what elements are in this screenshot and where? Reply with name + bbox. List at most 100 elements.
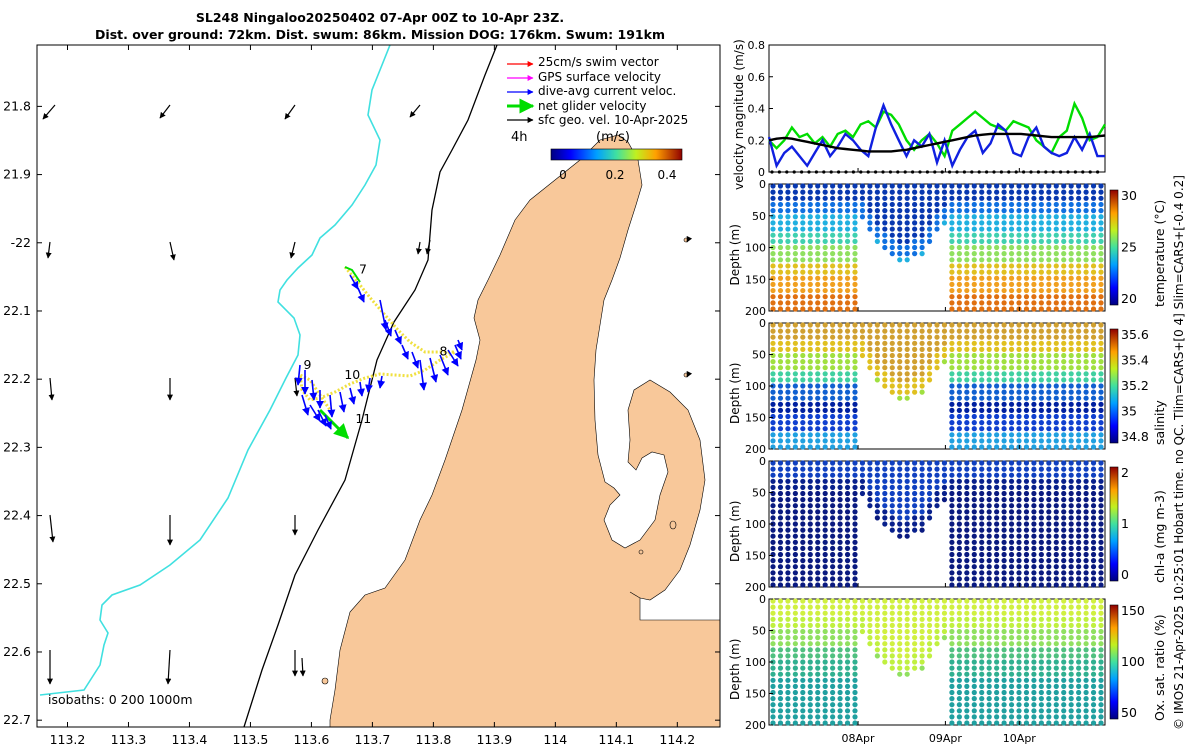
section-sample	[1038, 281, 1044, 287]
section-sample	[994, 564, 1000, 570]
section-sample	[994, 490, 1000, 497]
section-sample	[971, 413, 977, 420]
section-sample	[852, 352, 858, 359]
section-sample	[1016, 244, 1022, 251]
section-sample	[822, 244, 828, 251]
section-sample	[822, 466, 828, 472]
section-sample	[770, 484, 776, 490]
section-sample	[1098, 460, 1104, 466]
section-sample	[1090, 570, 1097, 576]
section-sample	[1001, 616, 1007, 622]
section-sample	[830, 641, 836, 647]
section-sample	[994, 570, 1000, 576]
section-sample	[1083, 622, 1089, 629]
section-sample	[1098, 352, 1104, 359]
section-sample	[785, 232, 791, 238]
section-sample	[852, 444, 858, 450]
section-sample	[919, 189, 925, 195]
section-sample	[971, 300, 977, 306]
section-sample	[1083, 306, 1089, 312]
section-sample	[1038, 665, 1044, 671]
section-sample	[1001, 287, 1007, 294]
section-sample	[777, 306, 784, 312]
section-sample	[986, 570, 992, 576]
section-sample	[1053, 659, 1059, 665]
section-sample	[956, 533, 962, 539]
section-sample	[1098, 628, 1104, 635]
section-sample	[1053, 365, 1059, 371]
section-sample	[949, 539, 955, 545]
section-sample	[1046, 420, 1052, 426]
section-sample	[949, 616, 955, 622]
section-sample	[815, 300, 821, 306]
map-x-tick-label: 114.1	[598, 732, 634, 747]
section-sample	[770, 604, 776, 610]
section-sample	[807, 389, 813, 395]
section-sample	[956, 401, 962, 407]
section-sample	[994, 300, 1000, 306]
section-sample	[1061, 438, 1067, 444]
isobath-200m	[243, 45, 498, 727]
section-sample	[1068, 395, 1074, 401]
section-sample	[889, 226, 895, 232]
section-sample	[971, 653, 977, 659]
section-sample	[979, 287, 985, 294]
section-sample	[1061, 545, 1067, 552]
section-sample	[1016, 460, 1022, 466]
section-sample	[1098, 306, 1104, 312]
section-sample	[830, 671, 836, 677]
section-sample	[830, 490, 836, 497]
section-sample	[1083, 413, 1089, 420]
section-sample	[897, 195, 903, 201]
section-sample	[971, 257, 977, 263]
section-sample	[815, 275, 821, 281]
section-sample	[770, 702, 776, 708]
section-sample	[1083, 635, 1089, 641]
section-sample	[971, 294, 977, 300]
section-sample	[1038, 677, 1044, 683]
section-sample	[785, 413, 791, 420]
section-sample	[949, 576, 955, 582]
section-sample	[1008, 622, 1015, 629]
section-sample	[889, 208, 895, 214]
section-sample	[1083, 383, 1089, 389]
section-sample	[867, 352, 873, 359]
profile-marker	[881, 170, 885, 174]
section-sample	[1038, 232, 1044, 238]
section-sample	[934, 484, 940, 490]
section-sample	[777, 635, 784, 641]
figure-title-line2: Dist. over ground: 72km. Dist. swum: 86k…	[95, 27, 665, 42]
section-sample	[1068, 472, 1074, 478]
section-sample	[1090, 714, 1097, 720]
section-sample	[837, 340, 843, 346]
section-sample	[815, 420, 821, 426]
section-colorbar-tick: 100	[1121, 654, 1145, 669]
section-sample	[807, 628, 813, 635]
section-sample	[882, 598, 888, 604]
section-sample	[979, 189, 985, 195]
section-sample	[785, 401, 791, 407]
section-sample	[1083, 478, 1089, 484]
section-sample	[1076, 371, 1082, 377]
section-sample	[994, 365, 1000, 371]
section-sample	[971, 659, 977, 665]
section-sample	[1083, 426, 1089, 432]
section-sample	[994, 628, 1000, 635]
section-sample	[1061, 558, 1067, 564]
section-sample	[1053, 232, 1059, 238]
section-sample	[994, 334, 1000, 340]
dive-avg-velocity-arrow	[365, 377, 373, 393]
section-sample	[1053, 696, 1059, 702]
section-sample	[1098, 545, 1104, 552]
section-sample	[926, 214, 933, 220]
section-sample	[949, 413, 955, 420]
section-sample	[859, 322, 866, 328]
section-sample	[770, 257, 776, 263]
section-sample	[926, 515, 933, 521]
section-sample	[912, 515, 918, 521]
section-sample	[792, 432, 798, 438]
section-sample	[1001, 490, 1007, 497]
section-sample	[1046, 490, 1052, 497]
section-sample	[1068, 300, 1074, 306]
section-sample	[986, 238, 992, 244]
